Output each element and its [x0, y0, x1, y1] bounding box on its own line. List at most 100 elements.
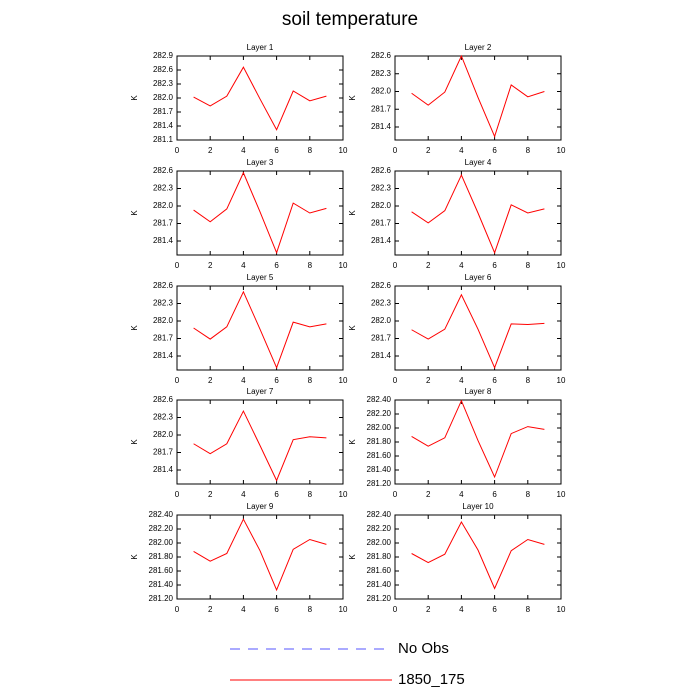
y-tick-label: 282.0	[153, 316, 174, 325]
x-tick-label: 2	[426, 490, 431, 499]
x-tick-label: 6	[492, 261, 497, 270]
legend-label: 1850_175	[398, 671, 465, 688]
x-tick-label: 6	[274, 490, 279, 499]
x-tick-label: 6	[492, 605, 497, 614]
y-axis-label: K	[348, 439, 357, 445]
x-tick-label: 8	[526, 261, 531, 270]
x-tick-label: 2	[208, 605, 213, 614]
y-tick-label: 281.40	[367, 580, 392, 589]
x-tick-label: 10	[339, 376, 348, 385]
y-tick-label: 281.60	[149, 566, 174, 575]
y-tick-label: 281.7	[371, 334, 392, 343]
x-tick-label: 0	[393, 490, 398, 499]
panel-title: Layer 8	[465, 387, 492, 396]
y-tick-label: 281.80	[367, 437, 392, 446]
x-tick-label: 10	[557, 376, 566, 385]
x-tick-label: 4	[241, 261, 246, 270]
x-tick-label: 6	[492, 146, 497, 155]
y-axis-label: K	[130, 554, 139, 560]
y-tick-label: 282.3	[371, 69, 392, 78]
plot-frame	[394, 170, 562, 256]
y-tick-label: 281.1	[153, 135, 174, 144]
y-tick-label: 281.20	[367, 479, 392, 488]
plot-frame	[176, 170, 344, 256]
plot-frame	[394, 285, 562, 371]
panel-title: Layer 2	[465, 43, 492, 52]
x-tick-label: 4	[459, 605, 464, 614]
y-tick-label: 282.6	[153, 166, 174, 175]
x-tick-label: 0	[393, 376, 398, 385]
y-tick-label: 281.20	[149, 594, 174, 603]
x-tick-label: 2	[208, 376, 213, 385]
y-tick-label: 281.7	[153, 334, 174, 343]
panel-title: Layer 4	[465, 158, 492, 167]
x-tick-label: 4	[459, 261, 464, 270]
y-tick-label: 282.6	[371, 281, 392, 290]
panel-title: Layer 6	[465, 273, 492, 282]
y-tick-label: 282.0	[153, 93, 174, 102]
x-tick-label: 4	[459, 490, 464, 499]
x-tick-label: 0	[175, 146, 180, 155]
y-tick-label: 282.40	[149, 510, 174, 519]
data-line	[193, 171, 327, 255]
panel-title: Layer 3	[247, 158, 274, 167]
x-tick-label: 2	[208, 146, 213, 155]
y-tick-label: 282.3	[153, 184, 174, 193]
data-line	[193, 518, 327, 592]
x-tick-label: 2	[426, 605, 431, 614]
x-tick-label: 0	[175, 261, 180, 270]
x-tick-label: 0	[393, 146, 398, 155]
y-tick-label: 281.4	[153, 351, 174, 360]
x-tick-label: 6	[492, 490, 497, 499]
y-tick-label: 282.0	[371, 201, 392, 210]
y-axis-label: K	[348, 95, 357, 101]
y-tick-label: 282.0	[153, 201, 174, 210]
x-tick-label: 8	[526, 376, 531, 385]
y-tick-label: 281.40	[149, 580, 174, 589]
x-tick-label: 8	[308, 146, 313, 155]
x-tick-label: 4	[459, 376, 464, 385]
y-tick-label: 281.4	[371, 122, 392, 131]
data-line	[411, 293, 545, 369]
y-tick-label: 281.7	[153, 107, 174, 116]
x-tick-label: 2	[208, 261, 213, 270]
x-tick-label: 8	[526, 605, 531, 614]
data-line	[411, 54, 545, 138]
x-tick-label: 0	[175, 490, 180, 499]
y-tick-label: 281.7	[371, 104, 392, 113]
y-tick-label: 282.3	[371, 184, 392, 193]
y-tick-label: 281.20	[367, 594, 392, 603]
x-tick-label: 0	[175, 605, 180, 614]
y-axis-label: K	[348, 325, 357, 331]
x-tick-label: 10	[339, 261, 348, 270]
x-tick-label: 4	[241, 490, 246, 499]
y-tick-label: 281.7	[153, 448, 174, 457]
y-tick-label: 281.4	[153, 236, 174, 245]
y-tick-label: 282.6	[153, 395, 174, 404]
x-tick-label: 2	[426, 261, 431, 270]
data-line	[411, 520, 545, 590]
y-tick-label: 281.7	[371, 219, 392, 228]
y-tick-label: 282.0	[371, 316, 392, 325]
data-line	[411, 173, 545, 255]
y-tick-label: 281.7	[153, 219, 174, 228]
data-line	[193, 290, 327, 370]
y-axis-label: K	[130, 325, 139, 331]
y-tick-label: 282.20	[149, 524, 174, 533]
panel-title: Layer 5	[247, 273, 274, 282]
panel-title: Layer 7	[247, 387, 274, 396]
plot-frame	[176, 399, 344, 485]
y-tick-label: 282.40	[367, 395, 392, 404]
x-tick-label: 8	[526, 490, 531, 499]
plot-frame	[394, 399, 562, 485]
plot-frame	[176, 514, 344, 600]
x-tick-label: 2	[208, 490, 213, 499]
x-tick-label: 4	[241, 146, 246, 155]
y-tick-label: 282.20	[367, 409, 392, 418]
figure-title: soil temperature	[282, 9, 418, 30]
y-tick-label: 282.6	[153, 281, 174, 290]
x-tick-label: 10	[339, 605, 348, 614]
x-tick-label: 0	[393, 605, 398, 614]
x-tick-label: 10	[339, 490, 348, 499]
